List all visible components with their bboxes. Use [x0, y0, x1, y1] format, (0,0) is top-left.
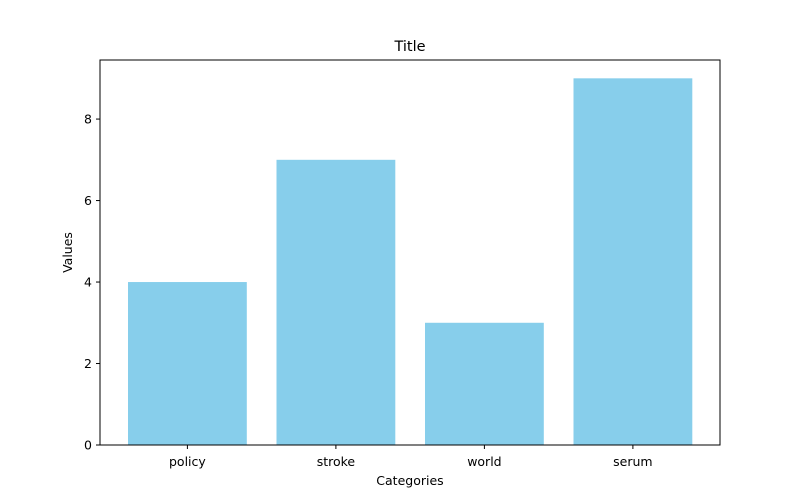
y-tick-label: 0 [84, 438, 92, 453]
x-axis-label: Categories [376, 473, 443, 488]
y-tick-label: 2 [84, 356, 92, 371]
y-axis-label: Values [60, 232, 75, 273]
chart-title: Title [393, 39, 425, 55]
y-tick-label: 8 [84, 112, 92, 127]
y-tick-label: 6 [84, 193, 92, 208]
x-tick-label: stroke [317, 454, 356, 469]
x-tick-label: policy [169, 454, 206, 469]
y-axis: 0 2 4 6 8 [84, 112, 100, 453]
y-tick-label: 4 [84, 275, 92, 290]
bars-layer [128, 78, 693, 445]
bar-stroke [276, 159, 396, 445]
x-axis: policy stroke world serum [169, 445, 653, 469]
x-tick-label: serum [613, 454, 652, 469]
bar-world [425, 322, 544, 445]
bar-policy [128, 282, 247, 445]
plot-frame [99, 59, 721, 446]
bar-serum [573, 78, 693, 445]
x-tick-label: world [467, 454, 501, 469]
